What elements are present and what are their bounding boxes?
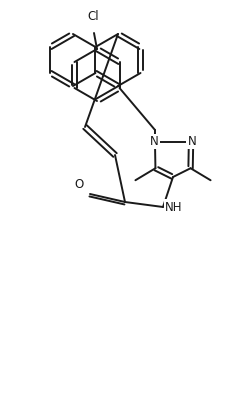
Text: Cl: Cl xyxy=(87,10,99,23)
Text: N: N xyxy=(188,135,196,148)
Text: NH: NH xyxy=(165,201,182,213)
Text: O: O xyxy=(75,178,84,191)
Text: N: N xyxy=(150,135,158,148)
